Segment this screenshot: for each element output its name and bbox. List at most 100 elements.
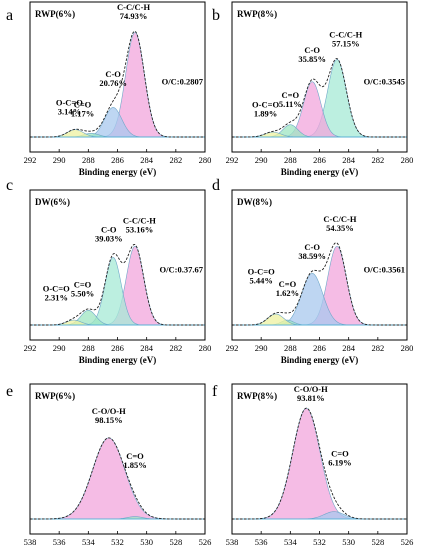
sample-label: DW(8%) [237, 197, 272, 207]
x-tick-label: 286 [111, 343, 124, 353]
x-tick-label: 536 [53, 537, 66, 547]
peak-percent-label: 93.81% [297, 393, 325, 403]
oc-ratio-label: O/C:0.3561 [364, 265, 405, 275]
sample-label: RWP(6%) [35, 391, 75, 401]
peak-percent-label: 3.14% [58, 106, 81, 116]
peak-percent-label: 54.35% [326, 223, 354, 233]
envelope-line [30, 244, 205, 326]
peak-c-o-o-h [232, 407, 407, 520]
peak-name-label: C-O [304, 45, 320, 55]
x-tick-label: 280 [199, 343, 212, 353]
panel-d: d DW(8%) O/C:0.3561 292 290 288 286 284 282 280 Bi… [212, 177, 413, 365]
x-tick-label: 280 [199, 155, 212, 165]
x-tick-label: 292 [24, 343, 37, 353]
panel-a: a RWP(6%) O/C:0.2807 292 290 288 286 284 282 280 B… [6, 1, 212, 177]
x-tick-label: 286 [111, 155, 124, 165]
sample-label: DW(6%) [35, 197, 70, 207]
panel-b: b RWP(8%) O/C:0.3545 292 290 288 286 284 282 280 B… [212, 1, 414, 177]
peak-percent-label: 6.19% [328, 458, 351, 468]
peak-percent-label: 57.15% [332, 38, 360, 48]
peak-name-label: C-O/O-H [294, 384, 328, 394]
x-tick-label: 536 [255, 537, 268, 547]
panel-letter: d [212, 177, 220, 194]
x-axis-label: Binding energy (eV) [79, 355, 157, 365]
peak-percent-label: 53.16% [126, 224, 154, 234]
sample-label: RWP(6%) [35, 9, 75, 19]
peak-name-label: O-C=O [252, 100, 279, 110]
peak-name-label: C=O [331, 449, 349, 459]
panel-letter: a [6, 7, 13, 24]
sample-label: RWP(8%) [237, 9, 277, 19]
x-tick-label: 288 [284, 155, 297, 165]
x-tick-label: 280 [401, 343, 414, 353]
peak-name-label: C=O [282, 90, 300, 100]
peak-name-label: C-C/C-H [329, 29, 362, 39]
x-axis-label: Binding energy (eV) [281, 355, 359, 365]
x-tick-label: 282 [169, 343, 182, 353]
peak-c-o-o-h [30, 437, 205, 520]
peak-percent-label: 20.76% [99, 78, 127, 88]
x-tick-label: 532 [111, 537, 124, 547]
peak-name-label: O-C=O [248, 266, 275, 276]
peak-percent-label: 5.44% [249, 275, 272, 285]
peak-name-label: C-O [304, 242, 320, 252]
oc-ratio-label: O/C:0.37.67 [160, 265, 204, 275]
x-tick-label: 534 [284, 537, 298, 547]
peak-percent-label: 5.11% [279, 99, 302, 109]
x-tick-label: 530 [342, 537, 355, 547]
x-tick-label: 284 [342, 343, 356, 353]
panel-letter: f [212, 383, 218, 400]
x-tick-label: 528 [371, 537, 384, 547]
x-tick-label: 282 [371, 343, 384, 353]
x-tick-label: 284 [140, 155, 154, 165]
x-tick-label: 292 [226, 343, 239, 353]
peak-percent-label: 74.93% [120, 11, 148, 21]
peak-name-label: C-C/C-H [123, 215, 156, 225]
x-tick-label: 538 [24, 537, 37, 547]
envelope-line [30, 30, 205, 138]
peak-percent-label: 1.89% [254, 109, 277, 119]
peak-name-label: C-O [105, 69, 121, 79]
peak-percent-label: 98.15% [95, 415, 123, 425]
x-tick-label: 290 [255, 343, 268, 353]
x-tick-label: 280 [401, 155, 414, 165]
peak-name-label: C=O [74, 280, 92, 290]
x-tick-label: 288 [284, 343, 297, 353]
envelope-line [232, 242, 407, 326]
x-tick-label: 288 [82, 343, 95, 353]
x-tick-label: 292 [24, 155, 37, 165]
peak-name-label: C-C/C-H [117, 2, 150, 12]
x-tick-label: 282 [371, 155, 384, 165]
x-tick-label: 288 [82, 155, 95, 165]
x-tick-label: 286 [313, 343, 326, 353]
x-tick-label: 290 [255, 155, 268, 165]
peak-name-label: O-C=O [56, 97, 83, 107]
x-tick-label: 526 [199, 537, 212, 547]
sample-label: RWP(8%) [237, 391, 277, 401]
x-tick-label: 290 [53, 155, 66, 165]
x-tick-label: 538 [226, 537, 239, 547]
x-tick-label: 530 [140, 537, 153, 547]
envelope-line [232, 407, 407, 520]
x-tick-label: 526 [401, 537, 414, 547]
peak-percent-label: 2.31% [45, 293, 68, 303]
peak-name-label: C=O [74, 99, 92, 109]
panel-letter: c [6, 177, 13, 194]
peak-name-label: C=O [279, 279, 297, 289]
peak-percent-label: 1.62% [276, 288, 299, 298]
envelope-line [30, 437, 205, 520]
x-tick-label: 282 [169, 155, 182, 165]
peak-percent-label: 1.17% [71, 108, 94, 118]
x-tick-label: 290 [53, 343, 66, 353]
x-tick-label: 528 [169, 537, 182, 547]
x-tick-label: 284 [140, 343, 154, 353]
x-tick-label: 292 [226, 155, 239, 165]
peak-percent-label: 1.85% [123, 460, 146, 470]
peak-name-label: C-C/C-H [323, 214, 356, 224]
peak-percent-label: 35.85% [298, 54, 326, 64]
x-axis-label: Binding energy (eV) [79, 167, 157, 177]
panel-letter: b [212, 7, 220, 24]
